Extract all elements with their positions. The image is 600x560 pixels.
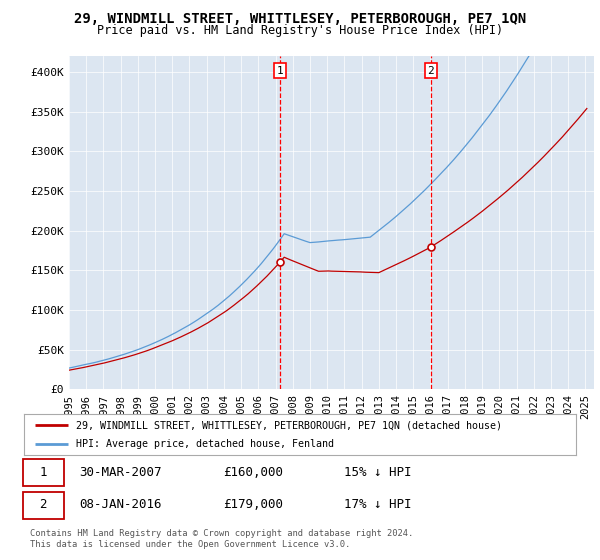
Text: Price paid vs. HM Land Registry's House Price Index (HPI): Price paid vs. HM Land Registry's House … bbox=[97, 24, 503, 37]
FancyBboxPatch shape bbox=[23, 492, 64, 519]
Text: 1: 1 bbox=[40, 465, 47, 479]
Text: 1: 1 bbox=[277, 66, 283, 76]
Text: 29, WINDMILL STREET, WHITTLESEY, PETERBOROUGH, PE7 1QN (detached house): 29, WINDMILL STREET, WHITTLESEY, PETERBO… bbox=[76, 421, 502, 430]
Text: Contains HM Land Registry data © Crown copyright and database right 2024.
This d: Contains HM Land Registry data © Crown c… bbox=[30, 529, 413, 549]
Text: 17% ↓ HPI: 17% ↓ HPI bbox=[344, 498, 412, 511]
Text: 2: 2 bbox=[40, 498, 47, 511]
Text: HPI: Average price, detached house, Fenland: HPI: Average price, detached house, Fenl… bbox=[76, 439, 334, 449]
Text: 29, WINDMILL STREET, WHITTLESEY, PETERBOROUGH, PE7 1QN: 29, WINDMILL STREET, WHITTLESEY, PETERBO… bbox=[74, 12, 526, 26]
Text: £160,000: £160,000 bbox=[223, 465, 283, 479]
Text: 15% ↓ HPI: 15% ↓ HPI bbox=[344, 465, 412, 479]
FancyBboxPatch shape bbox=[23, 459, 64, 486]
Text: £179,000: £179,000 bbox=[223, 498, 283, 511]
Text: 08-JAN-2016: 08-JAN-2016 bbox=[79, 498, 162, 511]
Text: 30-MAR-2007: 30-MAR-2007 bbox=[79, 465, 162, 479]
Text: 2: 2 bbox=[428, 66, 434, 76]
